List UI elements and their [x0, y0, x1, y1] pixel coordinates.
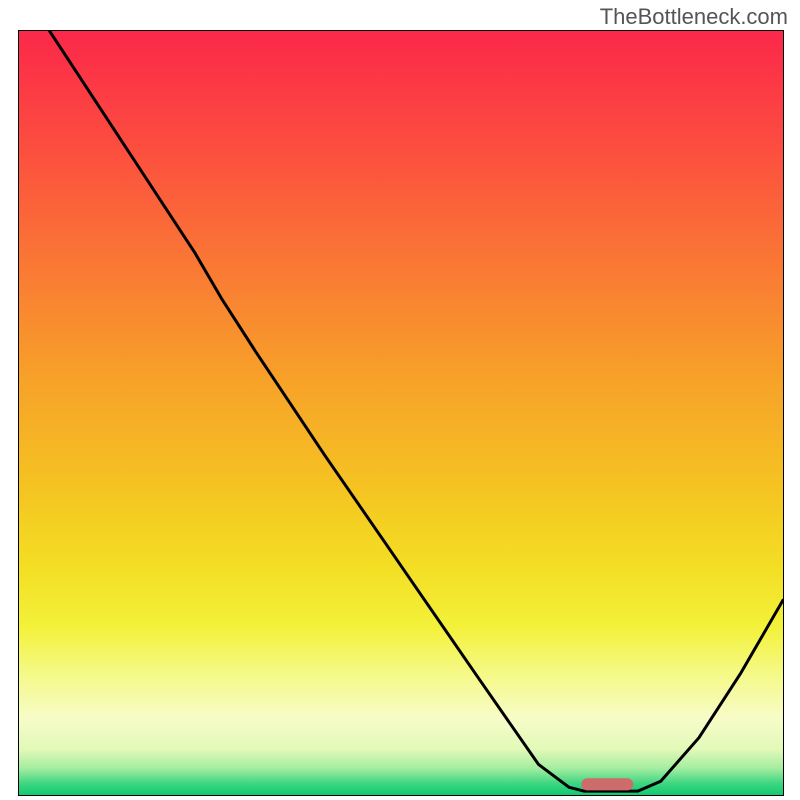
chart-svg	[19, 31, 783, 795]
bottleneck-chart	[18, 30, 784, 796]
gradient-background	[19, 31, 783, 795]
watermark-text: TheBottleneck.com	[600, 4, 788, 30]
optimal-marker	[581, 778, 633, 790]
